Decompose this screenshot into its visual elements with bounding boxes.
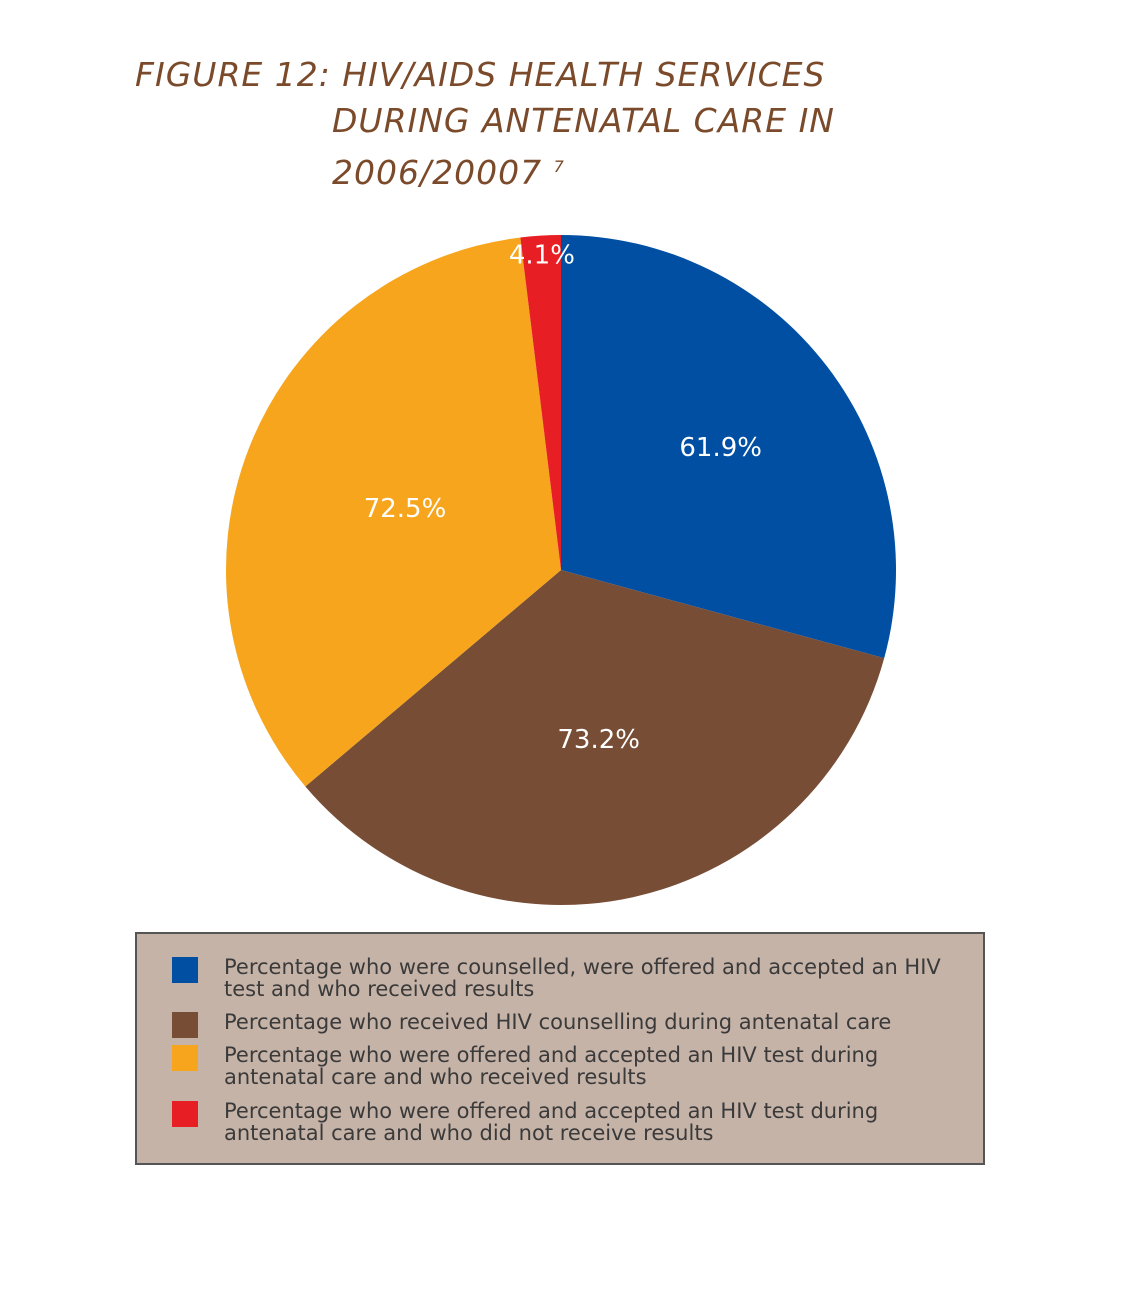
legend-item-tested-received-results: Percentage who were offered and accepted… xyxy=(172,1044,952,1088)
legend-swatch-tested-received-results xyxy=(172,1045,198,1071)
pie-label-counselled-tested-received: 61.9% xyxy=(679,433,762,463)
pie-slice-tested-no-results xyxy=(520,235,561,570)
figure-title-line-2: DURING ANTENATAL CARE IN xyxy=(332,101,835,140)
figure-title-line-1: FIGURE 12: HIV/AIDS HEALTH SERVICES xyxy=(135,55,826,94)
figure-title-year: 2006/20007 xyxy=(332,153,543,192)
legend-label-tested-received-results: Percentage who were offered and accepted… xyxy=(224,1043,879,1089)
pie-label-tested-received-results: 72.5% xyxy=(364,494,447,524)
pie-label-tested-no-results: 4.1% xyxy=(509,241,575,271)
pie-chart: 61.9% 73.2% 72.5% 4.1% xyxy=(225,235,897,906)
figure-title-line-3: 2006/20007 7 xyxy=(135,144,835,196)
legend-swatch-received-counselling xyxy=(172,1012,198,1038)
legend-item-tested-no-results: Percentage who were offered and accepted… xyxy=(172,1100,952,1144)
pie-slices xyxy=(225,235,897,906)
legend-item-received-counselling: Percentage who received HIV counselling … xyxy=(172,1010,952,1038)
pie-slice-counselled-tested-received xyxy=(561,235,897,659)
legend-swatch-tested-no-results xyxy=(172,1101,198,1127)
legend-label-tested-no-results: Percentage who were offered and accepted… xyxy=(224,1099,879,1145)
pie-slice-tested-received-results xyxy=(225,237,561,787)
legend-label-received-counselling: Percentage who received HIV counselling … xyxy=(224,1010,892,1034)
pie-slice-received-counselling xyxy=(305,570,885,906)
figure-title: FIGURE 12: HIV/AIDS HEALTH SERVICES DURI… xyxy=(135,52,835,196)
figure-title-footnote: 7 xyxy=(553,157,564,176)
legend-item-counselled-tested-received: Percentage who were counselled, were off… xyxy=(172,956,952,1000)
legend-label-counselled-tested-received: Percentage who were counselled, were off… xyxy=(224,955,941,1001)
legend-swatch-counselled-tested-received xyxy=(172,957,198,983)
pie-label-received-counselling: 73.2% xyxy=(557,725,640,755)
pie-labels: 61.9% 73.2% 72.5% 4.1% xyxy=(364,241,762,755)
chart-legend: Percentage who were counselled, were off… xyxy=(135,932,985,1165)
